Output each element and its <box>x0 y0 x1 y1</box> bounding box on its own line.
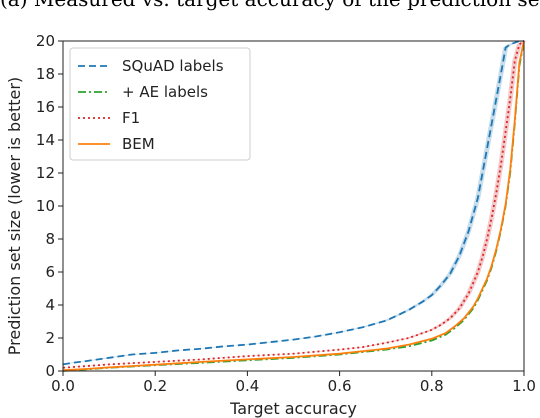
y-tick-label: 4 <box>45 296 55 314</box>
y-tick-label: 16 <box>36 98 55 116</box>
y-tick-label: 2 <box>45 329 55 347</box>
series-lines <box>62 40 525 372</box>
x-tick-label: 0.4 <box>235 377 259 395</box>
x-axis-label: Target accuracy <box>229 399 357 418</box>
y-axis-label: Prediction set size (lower is better) <box>5 77 24 355</box>
series-line <box>62 40 525 372</box>
figure-caption: (a) Measured vs. target accuracy of the … <box>0 0 540 11</box>
series-line <box>62 40 525 369</box>
legend-label: SQuAD labels <box>122 57 224 75</box>
legend-label: F1 <box>122 109 140 127</box>
y-tick-label: 8 <box>45 230 55 248</box>
x-tick-label: 0.0 <box>51 377 75 395</box>
x-axis-ticks: 0.0 0.2 0.4 0.6 0.8 1.0 <box>51 371 536 395</box>
y-tick-label: 0 <box>45 362 55 380</box>
y-tick-label: 10 <box>36 197 55 215</box>
legend: SQuAD labels + AE labels F1 BEM <box>69 47 251 161</box>
x-tick-label: 0.2 <box>143 377 167 395</box>
y-tick-label: 6 <box>45 263 55 281</box>
legend-label: BEM <box>122 135 155 153</box>
y-axis-ticks: 0 2 4 6 8 10 12 14 16 18 20 <box>36 32 63 380</box>
y-tick-label: 14 <box>36 131 55 149</box>
series-line <box>62 40 524 366</box>
y-tick-label: 18 <box>36 65 55 83</box>
x-tick-label: 0.6 <box>328 377 352 395</box>
legend-label: + AE labels <box>122 83 208 101</box>
x-tick-label: 1.0 <box>512 377 536 395</box>
y-tick-label: 12 <box>36 164 55 182</box>
y-tick-label: 20 <box>36 32 55 50</box>
x-tick-label: 0.8 <box>420 377 444 395</box>
legend-box <box>69 47 251 161</box>
